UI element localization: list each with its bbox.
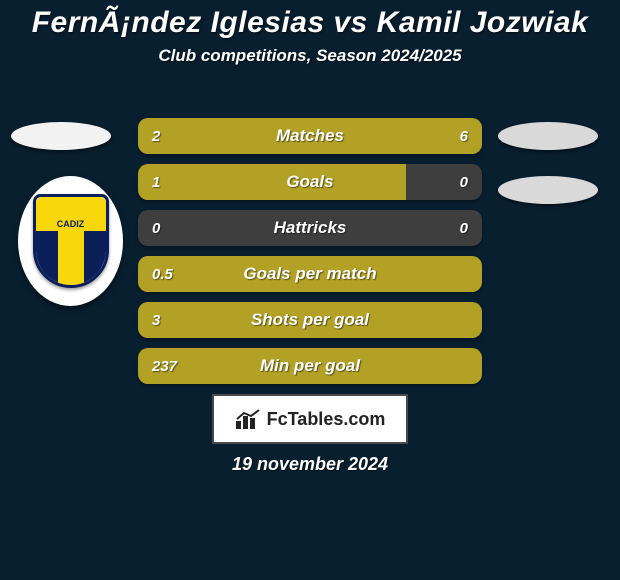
- stat-row: 26Matches: [138, 118, 482, 154]
- brand-box: FcTables.com: [212, 394, 408, 444]
- player-right-logo-2: [498, 176, 598, 204]
- player-left-logo: [11, 122, 111, 150]
- stat-row: 0.5Goals per match: [138, 256, 482, 292]
- brand-chart-icon: [235, 409, 261, 429]
- brand-text: FcTables.com: [267, 409, 386, 430]
- stat-label: Shots per goal: [138, 310, 482, 330]
- club-shield-label: CADIZ: [36, 197, 106, 231]
- player-right-logo-1: [498, 122, 598, 150]
- comparison-card: FernÃ¡ndez Iglesias vs Kamil Jozwiak Clu…: [0, 0, 620, 580]
- stat-label: Matches: [138, 126, 482, 146]
- stat-row: 3Shots per goal: [138, 302, 482, 338]
- club-badge: CADIZ: [18, 176, 123, 306]
- page-title: FernÃ¡ndez Iglesias vs Kamil Jozwiak: [0, 6, 620, 40]
- stat-row: 237Min per goal: [138, 348, 482, 384]
- club-shield-icon: CADIZ: [33, 194, 109, 288]
- stat-label: Goals: [138, 172, 482, 192]
- page-subtitle: Club competitions, Season 2024/2025: [0, 46, 620, 66]
- snapshot-date: 19 november 2024: [0, 454, 620, 475]
- stat-row: 00Hattricks: [138, 210, 482, 246]
- stat-bars: 26Matches 10Goals 00Hattricks 0.5Goals per …: [138, 118, 482, 394]
- stat-label: Goals per match: [138, 264, 482, 284]
- club-shield-stripes: [36, 231, 106, 285]
- stat-row: 10Goals: [138, 164, 482, 200]
- stat-label: Min per goal: [138, 356, 482, 376]
- stat-label: Hattricks: [138, 218, 482, 238]
